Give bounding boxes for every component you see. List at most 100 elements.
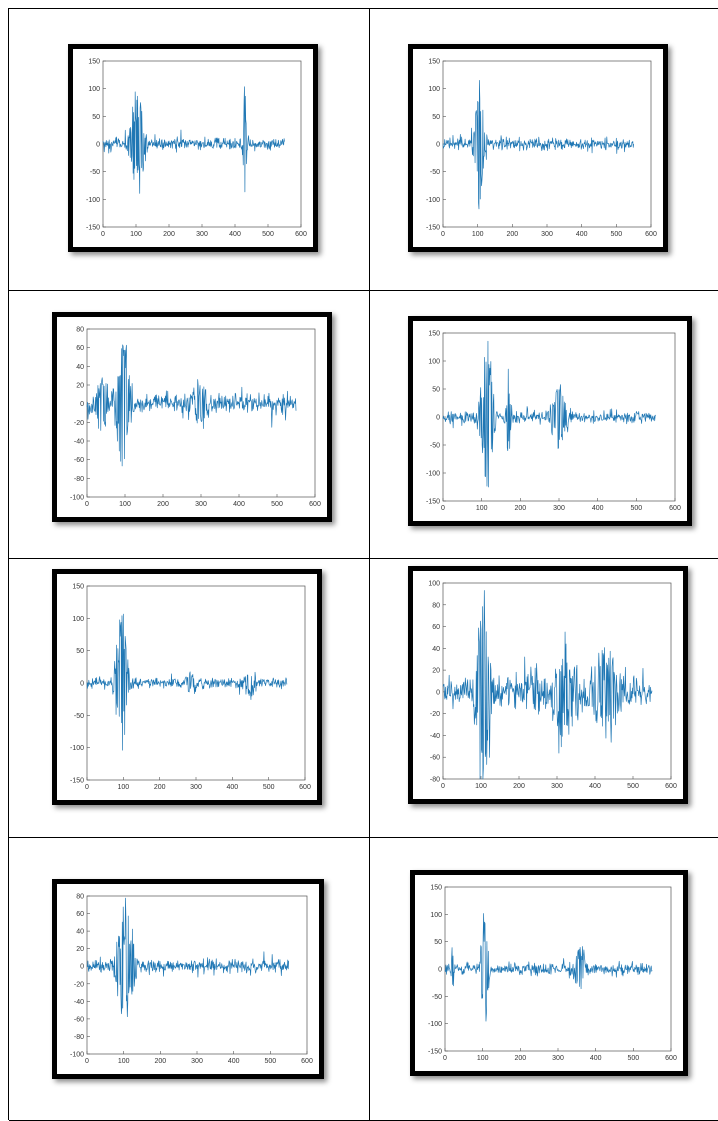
y-tick-label: -40 — [74, 999, 84, 1006]
x-tick-label: 100 — [117, 784, 129, 791]
grid-cell — [370, 9, 718, 291]
y-tick-label: 60 — [76, 345, 84, 352]
x-tick-label: 0 — [443, 1055, 447, 1062]
x-tick-label: 300 — [552, 1055, 564, 1062]
y-tick-label: -100 — [428, 1021, 442, 1028]
x-tick-label: 200 — [163, 231, 175, 238]
x-tick-label: 500 — [610, 231, 622, 238]
x-tick-label: 600 — [669, 505, 681, 512]
y-tick-label: 60 — [432, 624, 440, 631]
x-tick-label: 200 — [514, 1055, 526, 1062]
y-tick-label: -100 — [70, 495, 84, 502]
chart-frame: 0 100 200 300 400 500 600 150 100 50 0 -50 -100 -150 — [52, 569, 322, 805]
x-tick-label: 0 — [85, 784, 89, 791]
y-tick-label: 40 — [76, 929, 84, 936]
x-tick-label: 400 — [589, 783, 601, 790]
x-tick-label: 200 — [154, 784, 166, 791]
y-tick-label: -100 — [70, 1052, 84, 1059]
x-tick-label: 600 — [665, 1055, 677, 1062]
x-tick-label: 200 — [513, 783, 525, 790]
x-tick-label: 400 — [226, 784, 238, 791]
x-tick-label: 200 — [514, 505, 526, 512]
x-tick-label: 600 — [301, 1058, 313, 1065]
y-tick-label: 0 — [80, 681, 84, 688]
y-tick-label: 60 — [76, 911, 84, 918]
y-tick-label: 80 — [76, 894, 84, 901]
y-tick-label: -150 — [426, 225, 440, 232]
x-tick-label: 500 — [271, 501, 283, 508]
y-tick-label: -40 — [430, 733, 440, 740]
y-tick-label: -150 — [428, 1049, 442, 1056]
x-tick-label: 0 — [441, 505, 445, 512]
y-tick-label: 50 — [76, 648, 84, 655]
y-tick-label: -20 — [74, 420, 84, 427]
grid-cell — [9, 291, 370, 559]
y-tick-label: 0 — [80, 964, 84, 971]
y-tick-label: -50 — [430, 443, 440, 450]
x-tick-label: 100 — [476, 505, 488, 512]
x-tick-label: 600 — [309, 501, 321, 508]
y-tick-label: 20 — [432, 668, 440, 675]
y-tick-label: -20 — [74, 981, 84, 988]
y-tick-label: -60 — [430, 755, 440, 762]
x-tick-label: 400 — [592, 505, 604, 512]
y-tick-label: 80 — [76, 327, 84, 334]
y-tick-label: -20 — [430, 711, 440, 718]
y-tick-label: -50 — [90, 169, 100, 176]
y-tick-label: 0 — [436, 142, 440, 149]
y-tick-label: 100 — [428, 359, 440, 366]
y-tick-label: 0 — [436, 415, 440, 422]
x-tick-label: 100 — [119, 501, 131, 508]
y-tick-label: 40 — [432, 646, 440, 653]
x-tick-label: 600 — [665, 783, 677, 790]
grid-cell — [370, 291, 718, 559]
y-tick-label: -50 — [432, 994, 442, 1001]
x-tick-label: 0 — [85, 1058, 89, 1065]
y-tick-label: -100 — [86, 197, 100, 204]
x-tick-label: 0 — [101, 231, 105, 238]
chart-frame: 0 100 200 300 400 500 600 150 100 50 0 -50 -100 -150 — [68, 44, 318, 252]
y-tick-label: 20 — [76, 946, 84, 953]
x-tick-label: 400 — [229, 231, 241, 238]
x-tick-label: 500 — [630, 505, 642, 512]
x-tick-label: 0 — [441, 783, 445, 790]
y-tick-label: -80 — [430, 777, 440, 784]
y-tick-label: 0 — [80, 401, 84, 408]
y-tick-label: 150 — [430, 885, 442, 892]
chart-svg: 0 100 200 300 400 500 600806040200-20-40-60-80… — [70, 327, 321, 509]
x-tick-label: 400 — [233, 501, 245, 508]
y-tick-label: 0 — [96, 142, 100, 149]
y-tick-label: -50 — [430, 169, 440, 176]
x-tick-label: 0 — [441, 231, 445, 238]
x-tick-label: 200 — [506, 231, 518, 238]
y-tick-label: 100 — [428, 581, 440, 588]
x-tick-label: 300 — [553, 505, 565, 512]
x-tick-label: 500 — [627, 783, 639, 790]
y-tick-label: -40 — [74, 439, 84, 446]
y-tick-label: 50 — [92, 114, 100, 121]
x-tick-label: 600 — [645, 231, 657, 238]
y-tick-label: 40 — [76, 364, 84, 371]
x-tick-label: 300 — [190, 784, 202, 791]
x-tick-label: 500 — [263, 784, 275, 791]
chart-svg: 0 100 200 300 400 500 600806040200-20-40-60-80… — [70, 894, 313, 1066]
y-tick-label: -100 — [426, 471, 440, 478]
y-tick-label: -80 — [74, 476, 84, 483]
chart-frame: 0 100 200 300 400 500 600 80 60 40 20 0 -20 -40 -60 -80… — [52, 312, 332, 522]
x-tick-label: 400 — [228, 1058, 240, 1065]
x-tick-label: 600 — [299, 784, 311, 791]
x-tick-label: 400 — [576, 231, 588, 238]
y-tick-label: 0 — [438, 967, 442, 974]
y-tick-label: 100 — [72, 616, 84, 623]
x-tick-label: 100 — [472, 231, 484, 238]
x-tick-label: 100 — [118, 1058, 130, 1065]
chart-frame: 0 100 200 300 400 500 600 150 100 50 0 -50 -100 -150 — [410, 870, 688, 1076]
x-tick-label: 300 — [191, 1058, 203, 1065]
y-tick-label: -100 — [426, 197, 440, 204]
series-line — [86, 897, 290, 1018]
y-tick-label: 150 — [428, 59, 440, 66]
x-tick-label: 300 — [541, 231, 553, 238]
y-tick-label: -150 — [70, 778, 84, 785]
